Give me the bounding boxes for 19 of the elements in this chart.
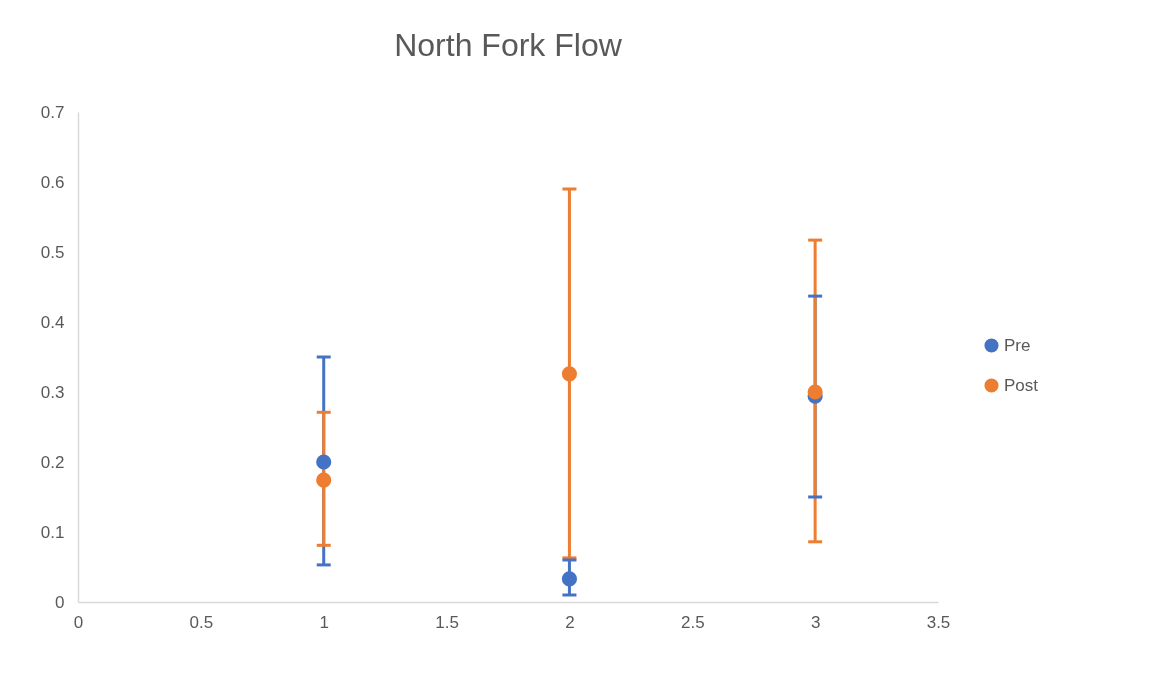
- y-tick-label: 0.6: [40, 172, 65, 192]
- y-tick-label: 0.7: [40, 102, 65, 122]
- x-tick-label: 2.5: [680, 612, 705, 632]
- y-tick-label: 0.2: [40, 452, 65, 472]
- y-tick-label: 0.4: [40, 312, 65, 332]
- legend-label: Pre: [1004, 335, 1031, 355]
- x-tick-label: 3: [810, 612, 821, 632]
- x-tick-label: 0.5: [189, 612, 214, 632]
- x-tick-label: 1.5: [435, 612, 459, 632]
- y-tick-label: 0.5: [40, 242, 65, 262]
- x-tick-label: 0: [73, 612, 84, 632]
- x-tick-label: 3.5: [926, 612, 951, 632]
- y-tick-label: 0: [55, 592, 65, 612]
- x-tick-label: 2: [565, 612, 575, 632]
- y-tick-label: 0.3: [40, 382, 65, 402]
- legend-label: Post: [1004, 375, 1039, 395]
- y-tick-label: 0.1: [40, 522, 65, 542]
- chart-title: North Fork Flow: [394, 27, 623, 63]
- x-tick-label: 1: [319, 612, 329, 632]
